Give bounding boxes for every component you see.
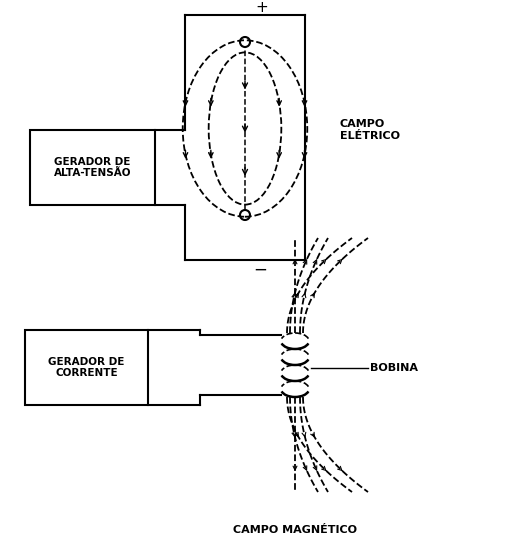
Text: CAMPO
ELÉTRICO: CAMPO ELÉTRICO	[340, 119, 400, 141]
Text: GERADOR DE
CORRENTE: GERADOR DE CORRENTE	[48, 357, 125, 378]
Text: CAMPO MAGNÉTICO: CAMPO MAGNÉTICO	[233, 525, 357, 535]
Bar	[30, 130, 155, 205]
Text: −: −	[253, 261, 267, 279]
Bar	[25, 330, 148, 405]
Text: +: +	[255, 0, 268, 14]
Text: GERADOR DE
ALTA-TENSÃO: GERADOR DE ALTA-TENSÃO	[54, 156, 131, 179]
Text: BOBINA: BOBINA	[370, 363, 418, 373]
